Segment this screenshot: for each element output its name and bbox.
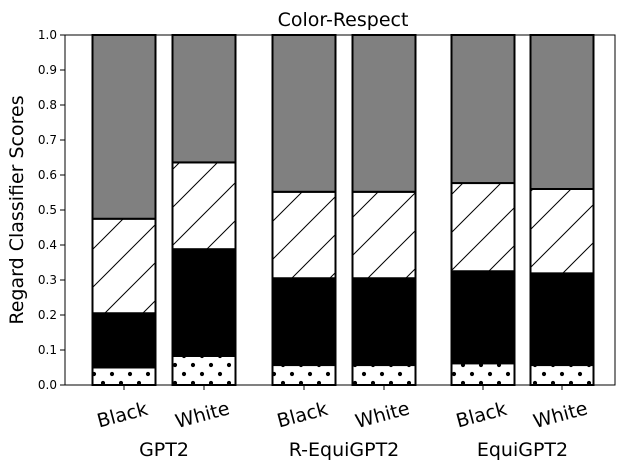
bar-segment [271,190,337,280]
x-tick-label: Black [454,398,509,433]
bar-segment [91,312,157,369]
bar-segment [450,270,516,365]
bar-segment [351,34,417,193]
bar-segment [450,362,516,386]
x-tick-label: Black [95,398,150,433]
x-tick-label: Black [275,398,330,433]
x-tick-label: White [353,397,412,433]
y-tick-label: 0.6 [38,168,57,182]
bar-segment [351,190,417,280]
chart-title: Color-Respect [278,9,409,31]
bar-segment [91,217,157,315]
bar-segment [271,34,337,193]
bar-segment [351,364,417,386]
y-tick-label: 0.5 [38,203,57,217]
bar-segment [91,366,157,386]
plot-frame [64,34,616,386]
x-axis: Black White GPT2 Black White R-EquiGPT2 Black W… [95,385,590,461]
bars [91,34,595,387]
bar-segment [271,364,337,386]
bar-segment [171,248,237,357]
group-label: GPT2 [139,439,189,461]
bar-segment [529,272,595,367]
y-tick-label: 0.7 [38,133,57,147]
y-tick-label: 0.1 [38,343,57,357]
y-axis: 0.0 0.1 0.2 0.3 0.4 0.5 0.6 0.7 0.8 0.9 1.0 [38,28,65,392]
bar-segment [529,188,595,275]
y-tick-label: 0.8 [38,98,57,112]
bar-segment [529,364,595,386]
bar-segment [529,34,595,190]
bar-segment [171,161,237,251]
bar-segment [351,277,417,367]
y-tick-label: 0.3 [38,273,57,287]
x-tick-label: White [173,397,232,433]
bar-segment [450,34,516,185]
group-label: EquiGPT2 [477,439,568,461]
x-tick-label: White [531,397,590,433]
bar-segment [271,277,337,367]
y-tick-label: 1.0 [38,28,57,42]
y-tick-label: 0.0 [38,378,57,392]
group-label: R-EquiGPT2 [289,439,400,461]
bar-segment [171,34,237,164]
y-tick-label: 0.4 [38,238,57,252]
bar-segment [171,354,237,387]
y-tick-label: 0.2 [38,308,57,322]
y-tick-label: 0.9 [38,63,57,77]
y-axis-label: Regard Classifier Scores [6,95,28,324]
bar-segment [91,34,157,220]
bar-segment [450,182,516,273]
